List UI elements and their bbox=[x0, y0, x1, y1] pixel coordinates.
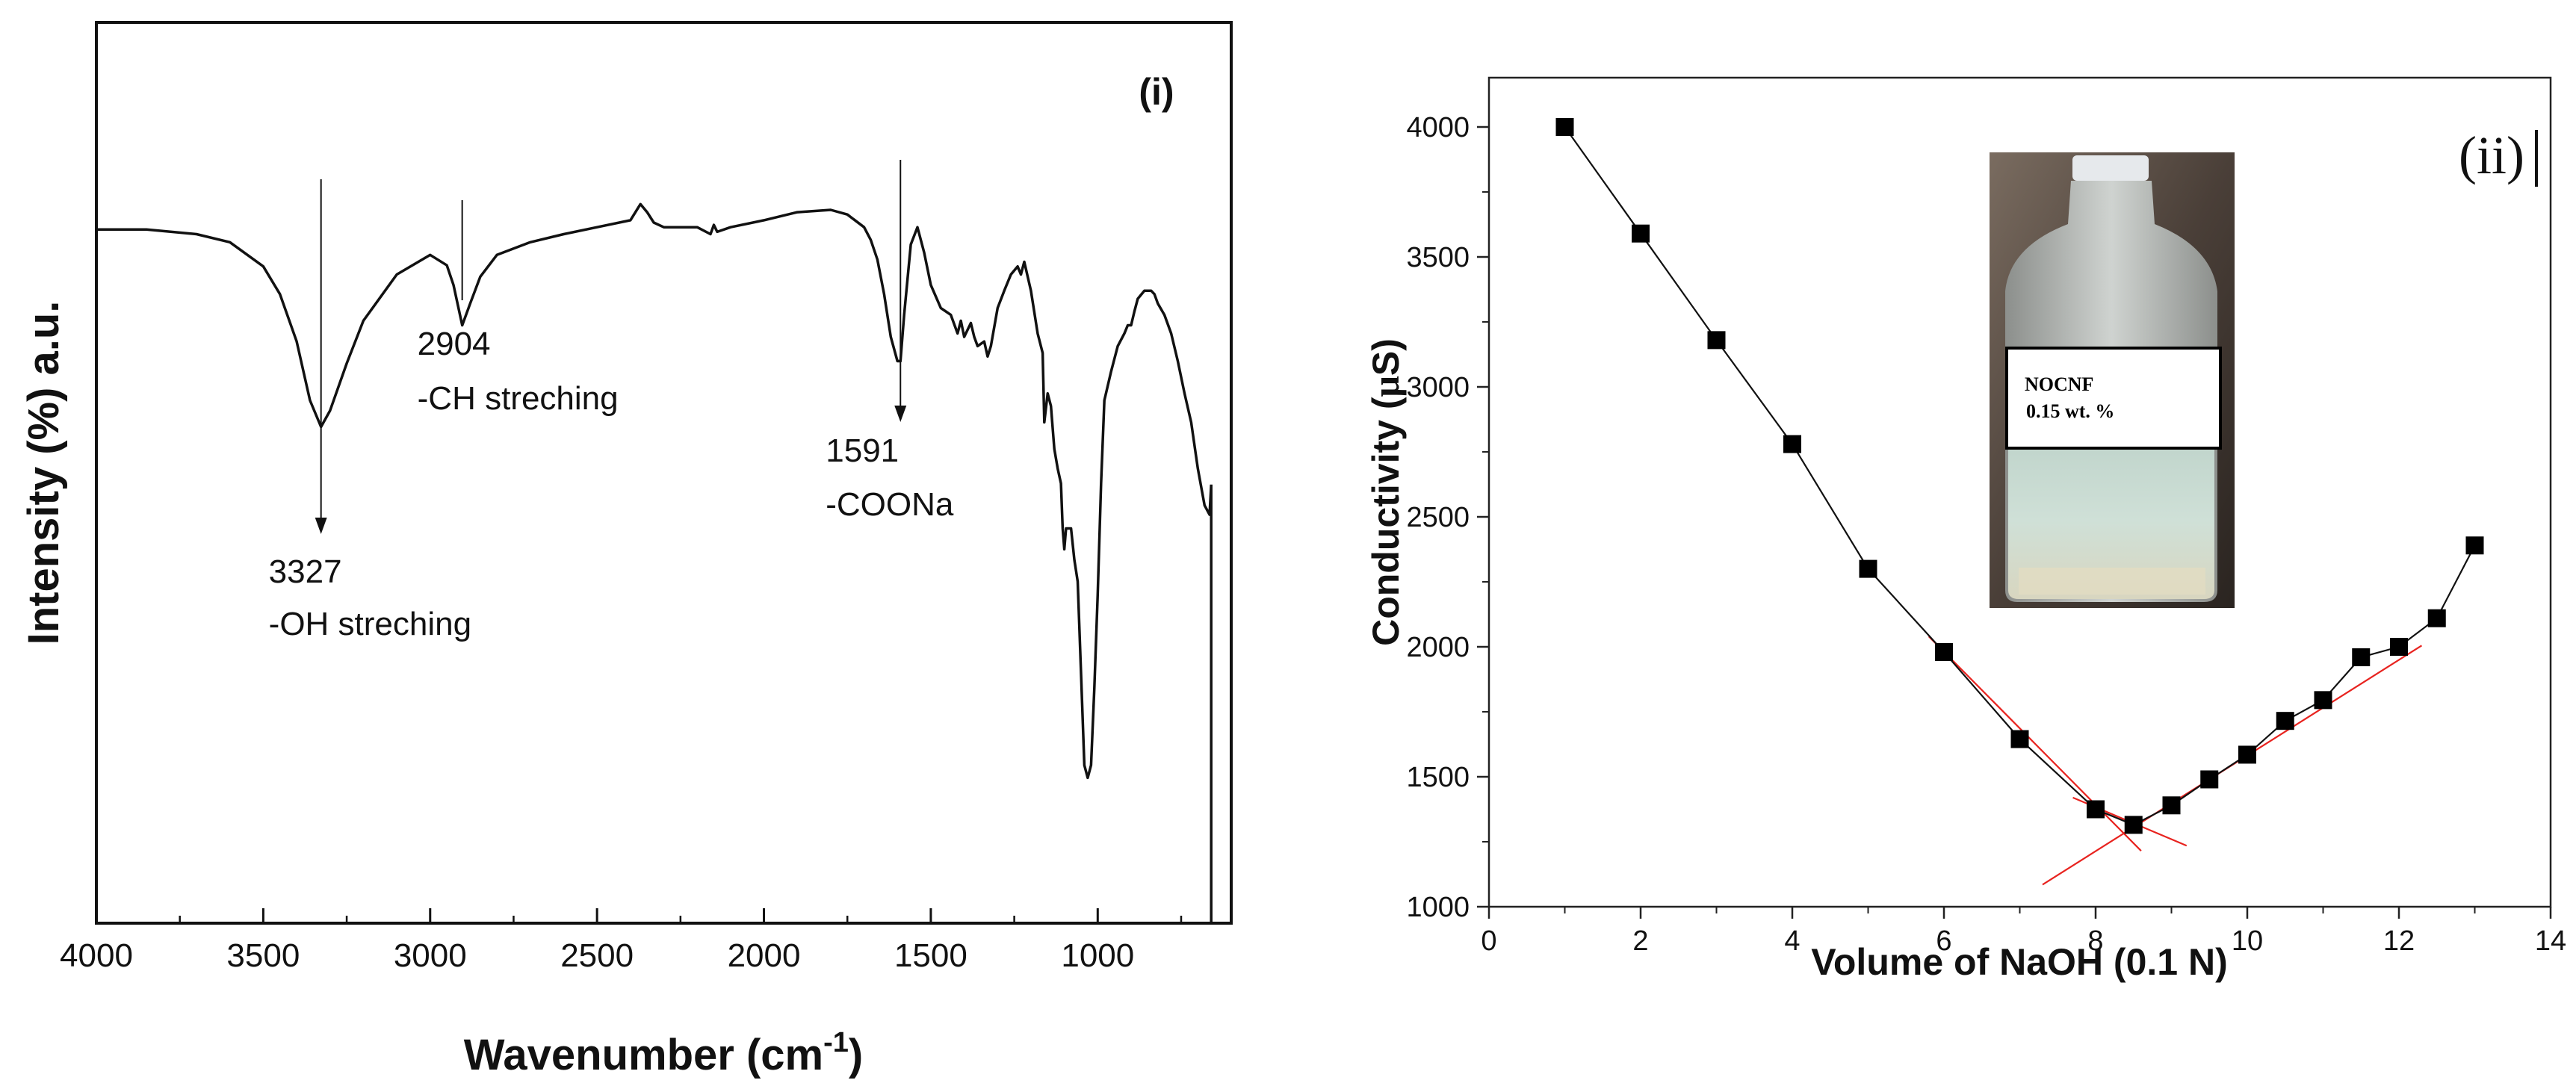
conductivity-y-tick-label: 4000 bbox=[1406, 112, 1470, 143]
conductivity-x-tick-label: 8 bbox=[2087, 925, 2103, 957]
ftir-x-axis-label: Wavenumber (cm-1) bbox=[464, 1027, 863, 1079]
conductivity-data-point bbox=[2010, 730, 2029, 748]
conductivity-fit-line bbox=[1928, 636, 2142, 851]
conductivity-data-point bbox=[1783, 435, 1801, 453]
conductivity-x-tick-label: 0 bbox=[1481, 925, 1496, 957]
conductivity-data-point bbox=[2124, 816, 2143, 834]
conductivity-data-point bbox=[1555, 118, 1574, 136]
conductivity-x-ticks: 0 2 4 6 8 10 12 14 bbox=[1481, 907, 2566, 957]
conductivity-x-tick-label: 6 bbox=[1936, 925, 1951, 957]
ftir-y-axis-label: Intensity (%) a.u. bbox=[19, 301, 68, 645]
bottle-cap bbox=[2072, 155, 2149, 181]
conductivity-data-point bbox=[1632, 224, 1650, 243]
ftir-x-tick-label: 1500 bbox=[894, 937, 967, 974]
annotation-peak-label: -OH streching bbox=[269, 606, 471, 642]
conductivity-data-point bbox=[2352, 648, 2371, 666]
conductivity-data-point bbox=[2390, 638, 2408, 656]
conductivity-data-point bbox=[1859, 559, 1877, 578]
conductivity-x-tick-label: 2 bbox=[1632, 925, 1648, 957]
annotation-peak-label: -CH streching bbox=[418, 380, 619, 417]
conductivity-data-point bbox=[2276, 712, 2294, 730]
annotation-peak-label: -COONa bbox=[826, 486, 954, 523]
annotation-peak-number: 1591 bbox=[826, 432, 899, 469]
ftir-x-tick-label: 1000 bbox=[1061, 937, 1134, 974]
ftir-x-tick-label: 2500 bbox=[560, 937, 634, 974]
conductivity-data-point bbox=[2087, 800, 2105, 819]
ftir-spectrum-line bbox=[96, 202, 1213, 923]
conductivity-data-point bbox=[2200, 770, 2219, 789]
conductivity-data-point bbox=[2162, 796, 2181, 815]
conductivity-x-tick-label: 4 bbox=[1784, 925, 1800, 957]
conductivity-markers bbox=[1555, 118, 2484, 834]
annotation-arrow-head bbox=[315, 518, 327, 534]
ftir-panel: 4000 3500 3000 2500 2000 1500 1000 3327 -OH str… bbox=[19, 21, 1233, 1079]
inset-label-box bbox=[2005, 347, 2222, 450]
ftir-x-tick-label: 3000 bbox=[394, 937, 467, 974]
annotation-arrow-head bbox=[894, 406, 907, 422]
inset-label-concentration: 0.15 wt. % bbox=[2026, 400, 2114, 422]
annotation-peak-number: 3327 bbox=[269, 553, 342, 590]
conductivity-data-point bbox=[2238, 745, 2256, 764]
conductivity-data-point bbox=[2427, 609, 2446, 627]
conductivity-y-tick-label: 2500 bbox=[1406, 502, 1470, 533]
conductivity-panel-label: (ii) bbox=[2459, 125, 2524, 185]
ftir-annotations: 3327 -OH streching 2904 -CH streching 1591 -C… bbox=[269, 160, 954, 642]
conductivity-fit-lines bbox=[1928, 636, 2423, 886]
conductivity-data-point bbox=[1707, 331, 1726, 350]
conductivity-x-axis-label: Volume of NaOH (0.1 N) bbox=[1811, 941, 2227, 983]
conductivity-x-tick-label: 10 bbox=[2232, 925, 2263, 957]
conductivity-y-axis-label: Conductivity (μS) bbox=[1365, 338, 1407, 646]
conductivity-x-tick-label: 12 bbox=[2383, 925, 2415, 957]
ftir-x-tick-label: 2000 bbox=[728, 937, 801, 974]
ftir-plot-frame bbox=[95, 21, 1233, 925]
conductivity-panel: 0 2 4 6 8 10 12 14 1000 1500 2000 2500 3000 3500 4000 bbox=[1365, 76, 2566, 983]
conductivity-data-point bbox=[1935, 642, 1953, 661]
ftir-x-tick-label: 3500 bbox=[226, 937, 300, 974]
conductivity-y-tick-label: 3000 bbox=[1406, 372, 1470, 403]
ftir-x-ticks: 4000 3500 3000 2500 2000 1500 1000 bbox=[60, 908, 1183, 974]
ftir-panel-label: (i) bbox=[1139, 71, 1174, 113]
conductivity-y-tick-label: 1500 bbox=[1406, 762, 1470, 793]
nocnf-bottle-photo: NOCNF 0.15 wt. % bbox=[1990, 152, 2235, 608]
conductivity-data-point bbox=[2314, 691, 2332, 710]
conductivity-y-ticks: 1000 1500 2000 2500 3000 3500 4000 bbox=[1406, 112, 1489, 923]
sediment bbox=[2019, 568, 2205, 595]
conductivity-y-tick-label: 3500 bbox=[1406, 242, 1470, 273]
ftir-x-tick-label: 4000 bbox=[60, 937, 133, 974]
inset-label-sample: NOCNF bbox=[2025, 373, 2093, 395]
bottle-liquid bbox=[2008, 403, 2214, 599]
conductivity-x-tick-label: 14 bbox=[2535, 925, 2566, 957]
conductivity-data-point bbox=[2465, 536, 2484, 555]
conductivity-y-tick-label: 1000 bbox=[1406, 892, 1470, 923]
conductivity-y-tick-label: 2000 bbox=[1406, 632, 1470, 663]
annotation-peak-number: 2904 bbox=[418, 326, 491, 362]
